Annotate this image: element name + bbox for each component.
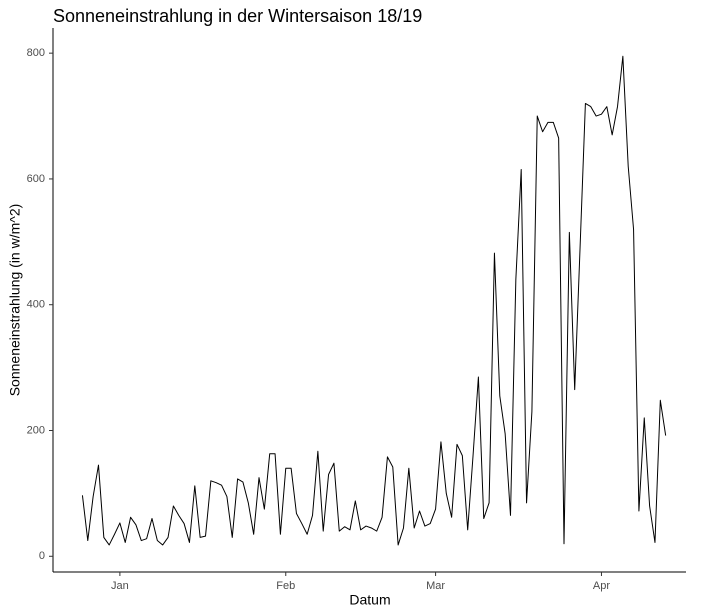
x-tick-label: Apr — [593, 580, 610, 592]
x-tick-label: Mar — [426, 580, 445, 592]
y-tick-label: 0 — [39, 550, 45, 562]
y-tick-label: 800 — [27, 47, 45, 59]
x-axis-title: Datum — [349, 592, 390, 608]
chart-title: Sonneneinstrahlung in der Wintersaison 1… — [53, 6, 422, 26]
line-series — [81, 55, 667, 546]
y-tick-label: 200 — [27, 424, 45, 436]
y-axis-title: Sonneneinstrahlung (in w/m^2) — [7, 204, 23, 397]
x-tick-label: Jan — [111, 580, 129, 592]
y-tick-label: 400 — [27, 299, 45, 311]
x-tick-label: Feb — [276, 580, 295, 592]
y-tick-label: 600 — [27, 173, 45, 185]
